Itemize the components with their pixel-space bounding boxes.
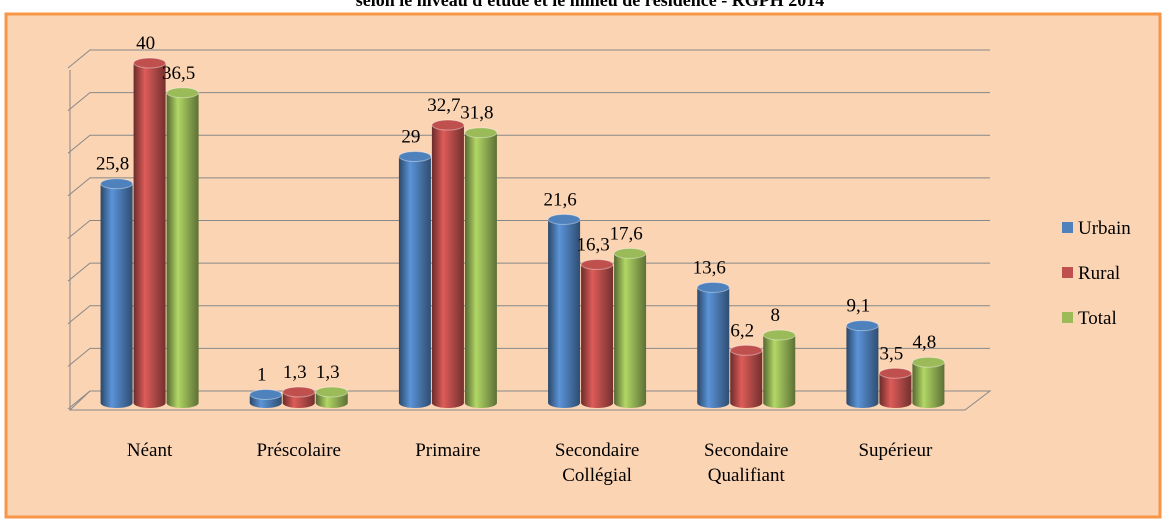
- bar: [166, 87, 200, 408]
- data-label: 6,2: [730, 320, 754, 341]
- data-label: 16,3: [576, 234, 609, 255]
- grid-line: [67, 220, 990, 239]
- data-label: 17,6: [609, 223, 642, 244]
- bar: [729, 344, 763, 408]
- bar: [315, 386, 349, 408]
- bar: [249, 389, 283, 408]
- data-label: 8: [771, 305, 781, 326]
- grid-line: [67, 92, 990, 112]
- legend-label: Urbain: [1078, 218, 1131, 239]
- bar: [878, 367, 912, 408]
- data-label: 4,8: [913, 332, 937, 353]
- x-tick-label: Secondaire Qualifiant: [704, 440, 789, 486]
- grid-line: [67, 305, 990, 325]
- data-label: 9,1: [847, 296, 871, 317]
- legend-label: Rural: [1078, 263, 1120, 284]
- legend-swatch: [1062, 312, 1073, 323]
- grid-line: [67, 262, 990, 282]
- legend-swatch: [1062, 222, 1073, 233]
- bar: [845, 320, 879, 408]
- bar: [282, 386, 316, 408]
- x-tick-label: Néant: [126, 440, 173, 461]
- data-label: 1,3: [283, 362, 307, 383]
- bar: [911, 356, 945, 408]
- grid-line: [67, 390, 990, 410]
- legend-swatch: [1062, 267, 1073, 278]
- data-label: 1,3: [316, 362, 340, 383]
- bar: [100, 178, 134, 408]
- bar: [431, 119, 465, 408]
- bar: [762, 329, 796, 408]
- legend-label: Total: [1078, 308, 1117, 329]
- data-label: 31,8: [460, 103, 493, 124]
- chart-title: selon le niveau d'étude et le milieu de …: [356, 0, 824, 10]
- data-label: 13,6: [693, 257, 726, 278]
- x-tick-label: Primaire: [415, 440, 481, 461]
- bar: [547, 213, 581, 408]
- x-tick-label: Préscolaire: [256, 440, 341, 461]
- data-label: 32,7: [427, 95, 460, 116]
- data-label: 1: [257, 365, 267, 386]
- grid-line: [67, 177, 990, 197]
- grid-line: [67, 49, 990, 69]
- data-label: 3,5: [880, 343, 904, 364]
- data-label: 36,5: [162, 63, 195, 84]
- bar: [613, 247, 647, 408]
- data-label: 29: [401, 127, 420, 148]
- bar: [398, 151, 432, 408]
- bar: [696, 281, 730, 408]
- bar: [464, 127, 498, 408]
- grid-line: [67, 347, 990, 367]
- grid-line: [67, 134, 990, 154]
- data-label: 21,6: [543, 189, 576, 210]
- data-label: 25,8: [96, 154, 129, 175]
- x-tick-label: Supérieur: [858, 440, 933, 461]
- data-label: 40: [136, 33, 155, 54]
- bar: [580, 258, 614, 408]
- x-tick-label: Secondaire Collégial: [554, 440, 640, 486]
- bar: [133, 57, 167, 408]
